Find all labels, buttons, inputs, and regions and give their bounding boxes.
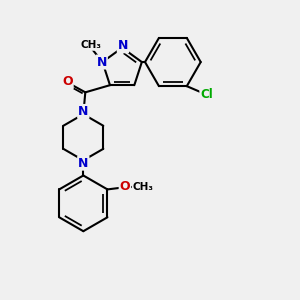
Text: CH₃: CH₃ [80, 40, 101, 50]
Text: N: N [78, 157, 88, 170]
Text: N: N [78, 105, 88, 118]
Text: O: O [62, 76, 73, 88]
Text: N: N [118, 39, 128, 52]
Text: Cl: Cl [200, 88, 213, 100]
Text: CH₃: CH₃ [133, 182, 154, 192]
Text: O: O [120, 180, 130, 193]
Text: N: N [97, 56, 107, 68]
